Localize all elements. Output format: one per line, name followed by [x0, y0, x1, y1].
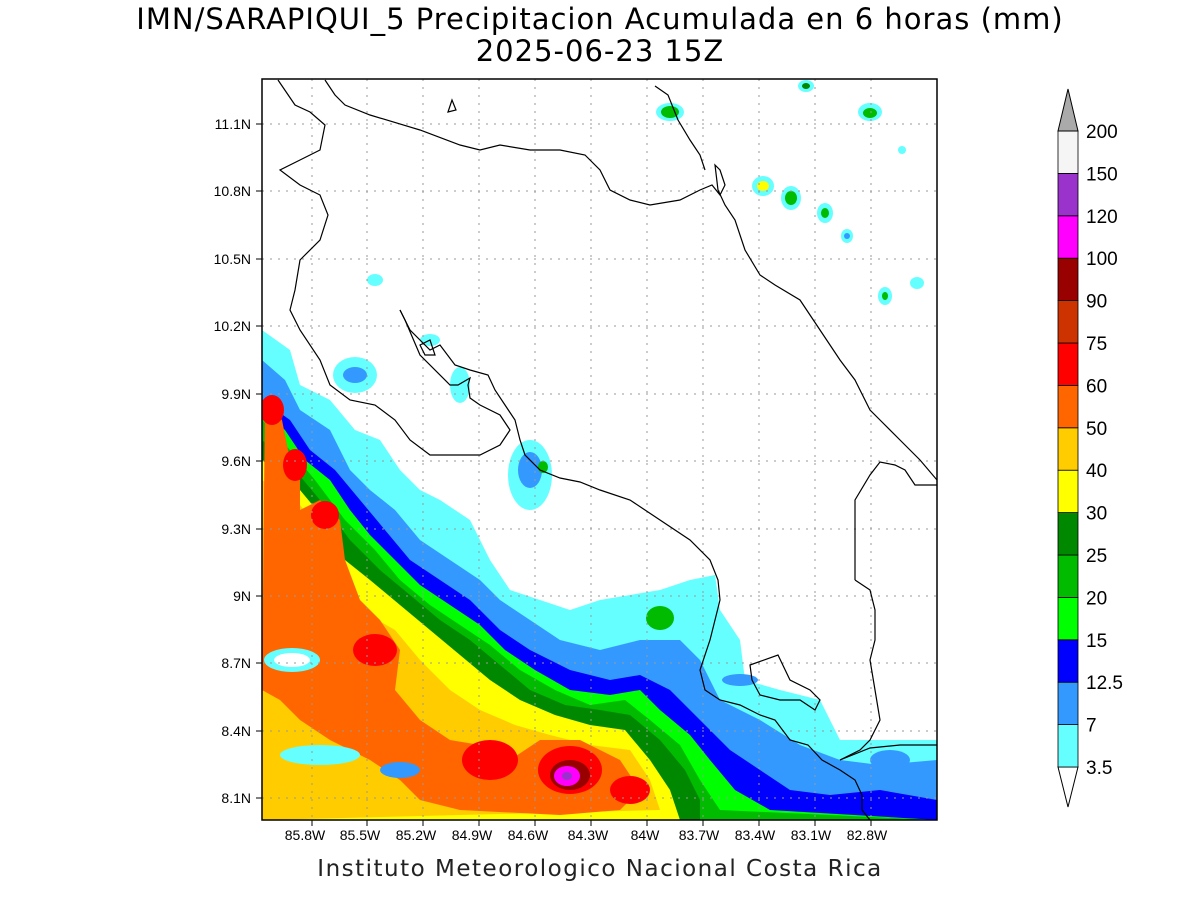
lat-label: 9.6N — [221, 453, 251, 469]
map-gridlines — [262, 79, 937, 820]
lat-label: 9N — [233, 588, 251, 604]
precip-red-core — [353, 634, 397, 666]
colorbar-label: 90 — [1086, 292, 1107, 313]
lat-label: 8.7N — [221, 655, 251, 671]
precip-gap — [280, 745, 360, 765]
lat-label: 10.2N — [214, 318, 251, 334]
colorbar-swatch — [1057, 130, 1079, 174]
colorbar-label: 75 — [1086, 334, 1107, 355]
colorbar-max-arrow — [1057, 88, 1079, 132]
colorbar-swatch — [1057, 342, 1079, 386]
colorbar-label: 50 — [1086, 419, 1107, 440]
lon-label: 83.1W — [791, 827, 832, 843]
colorbar-label: 20 — [1086, 588, 1107, 609]
lat-label: 9.3N — [221, 521, 251, 537]
lon-label: 84.3W — [568, 827, 609, 843]
precip-red-core — [262, 395, 284, 425]
footer-credit: Instituto Meteorologico Nacional Costa R… — [317, 856, 883, 882]
colorbar-label: 150 — [1086, 164, 1118, 185]
colorbar-label: 3.5 — [1086, 758, 1112, 779]
colorbar-swatch — [1057, 427, 1079, 471]
lon-labels: 85.8W 85.5W 85.2W 84.9W 84.6W 84.3W 84W … — [285, 827, 888, 843]
colorbar-label: 15 — [1086, 631, 1107, 652]
colorbar: 3.5 7 12.5 15 20 25 30 40 50 60 75 90 100 120 150 200 — [1057, 88, 1123, 808]
colorbar-label: 200 — [1086, 122, 1118, 143]
lat-label: 11.1N — [215, 116, 251, 132]
colorbar-label: 60 — [1086, 376, 1107, 397]
colorbar-swatch — [1057, 300, 1079, 344]
colorbar-label: 40 — [1086, 461, 1107, 482]
lat-labels: 11.1N 10.8N 10.5N 10.2N 9.9N 9.6N 9.3N 9… — [214, 116, 251, 806]
precip-red-core — [610, 776, 650, 804]
colorbar-label: 30 — [1086, 504, 1107, 525]
lon-label: 85.8W — [285, 827, 326, 843]
lon-label: 83.7W — [679, 827, 720, 843]
precip-red-core — [283, 449, 307, 481]
axis-ticks — [256, 123, 872, 826]
lon-label: 85.2W — [396, 827, 437, 843]
colorbar-label: 12.5 — [1086, 673, 1123, 694]
coastlines — [277, 79, 937, 820]
colorbar-label: 100 — [1086, 249, 1118, 270]
precip-red-core — [311, 501, 339, 529]
map-frame — [261, 78, 938, 821]
map-title: IMN/SARAPIQUI_5 Precipitacion Acumulada … — [136, 2, 1064, 36]
colorbar-swatch — [1057, 215, 1079, 259]
lat-label: 8.1N — [221, 790, 251, 806]
colorbar-swatch — [1057, 724, 1079, 768]
lon-label: 84W — [631, 827, 661, 843]
precip-gap — [274, 653, 310, 667]
colorbar-swatch — [1057, 554, 1079, 598]
lat-label: 9.9N — [221, 386, 251, 402]
colorbar-min-arrow — [1057, 766, 1079, 808]
lon-label: 83.4W — [735, 827, 776, 843]
colorbar-swatch — [1057, 469, 1079, 514]
colorbar-swatch — [1057, 597, 1079, 641]
lon-label: 82.8W — [847, 827, 888, 843]
map-datetime: 2025-06-23 15Z — [475, 34, 725, 68]
colorbar-label: 25 — [1086, 546, 1107, 567]
lon-label: 84.6W — [508, 827, 549, 843]
colorbar-swatch — [1057, 257, 1079, 302]
precip-orange-band — [262, 400, 640, 815]
colorbar-swatch — [1057, 172, 1079, 217]
precip-isolated-cells — [333, 80, 924, 770]
lon-label: 85.5W — [340, 827, 381, 843]
precip-purple-core — [562, 772, 572, 780]
lat-label: 8.4N — [221, 723, 251, 739]
precip-red-core — [462, 740, 518, 780]
colorbar-swatch — [1057, 384, 1079, 429]
colorbar-swatch — [1057, 681, 1079, 726]
colorbar-swatch — [1057, 639, 1079, 683]
colorbar-label: 7 — [1086, 716, 1097, 737]
colorbar-label: 120 — [1086, 207, 1118, 228]
precip-gap — [380, 762, 420, 778]
colorbar-swatch — [1057, 512, 1079, 556]
lat-label: 10.8N — [214, 183, 251, 199]
lat-label: 10.5N — [214, 251, 251, 267]
lon-label: 84.9W — [452, 827, 493, 843]
